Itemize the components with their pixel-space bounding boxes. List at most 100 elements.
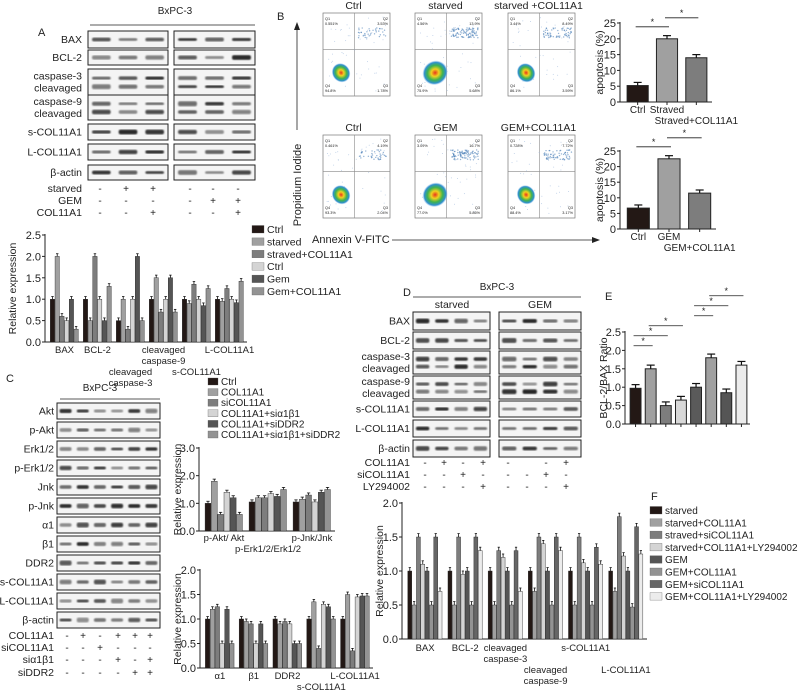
bar	[234, 302, 239, 343]
legend-swatch	[649, 543, 663, 552]
protein-band	[92, 55, 111, 60]
treatment-sign: +	[147, 655, 153, 666]
event-dot	[470, 28, 472, 31]
event-dot	[472, 25, 474, 27]
protein-label: cleavaged	[362, 363, 410, 375]
protein-band	[93, 485, 106, 489]
x-tick-label: BAX	[55, 345, 75, 356]
bar	[258, 623, 264, 669]
event-dot	[475, 34, 477, 36]
protein-band	[145, 599, 158, 603]
x-tick-label: cleavaged	[524, 665, 567, 676]
blot-strip	[498, 400, 582, 418]
blot-strip	[56, 516, 161, 534]
event-dot	[383, 34, 385, 36]
protein-band	[93, 522, 106, 528]
event-dot	[465, 165, 467, 167]
quadrant-percent: 0.461%	[325, 144, 339, 148]
significance-star: *	[702, 306, 706, 316]
event-dot	[546, 158, 548, 160]
protein-band	[111, 503, 124, 509]
event-dot	[456, 36, 458, 39]
event-dot	[443, 57, 445, 59]
blot-panel-d: BAXBCL-2caspase-3cleavagedcaspase-9cleav…	[355, 311, 582, 493]
protein-band	[454, 364, 468, 369]
protein-band	[205, 56, 224, 59]
event-dot	[372, 29, 374, 32]
event-dot	[558, 36, 560, 38]
x-tick-label: DDR2	[275, 671, 301, 682]
protein-band	[543, 381, 558, 387]
quadrant-name: Q4	[417, 206, 422, 210]
event-dot	[346, 24, 348, 26]
protein-band	[128, 466, 141, 470]
bar	[433, 536, 438, 640]
event-dot	[549, 185, 551, 187]
event-dot	[368, 30, 371, 32]
treatment-sign: -	[423, 482, 426, 493]
treatment-sign: -	[423, 470, 426, 481]
quadrant-name: Q3	[475, 206, 480, 210]
event-dot	[333, 164, 335, 166]
quadrant-percent: 3.09%	[417, 144, 428, 148]
event-dot	[367, 33, 369, 35]
significance-star: *	[649, 326, 653, 336]
event-dot	[349, 35, 351, 37]
bar	[545, 570, 550, 640]
x-tick-label-group: p-Akt/ Akt	[204, 533, 245, 544]
protein-band	[59, 408, 72, 414]
treatment-sign: -	[124, 208, 127, 219]
y-tick-label: 0	[610, 224, 616, 236]
plot-frame	[414, 134, 483, 219]
event-dot	[567, 158, 569, 160]
bar	[634, 526, 639, 640]
event-dot	[365, 146, 367, 148]
event-dot	[559, 150, 561, 152]
event-dot	[559, 158, 561, 161]
protein-band	[435, 357, 449, 362]
y-tick-label: 10	[604, 193, 616, 205]
event-dot	[546, 21, 548, 23]
bar	[186, 303, 192, 343]
protein-band	[93, 409, 106, 413]
blot-strip	[56, 497, 161, 515]
event-dot	[381, 210, 383, 212]
event-dot	[450, 149, 452, 151]
treatment-sign: +	[480, 458, 486, 469]
y-axis-label: apoptosis (%)	[594, 30, 606, 94]
protein-band	[522, 338, 537, 343]
x-tick-label: cleavaged	[109, 367, 152, 378]
treatment-sign: -	[461, 482, 464, 493]
event-dot	[542, 34, 545, 36]
event-dot	[348, 154, 350, 156]
quadrant-name: Q2	[568, 17, 573, 21]
event-dot	[456, 32, 458, 35]
protein-band	[59, 542, 72, 546]
event-dot	[379, 158, 381, 160]
event-dot	[564, 154, 567, 156]
event-dot	[557, 66, 559, 68]
legend-label: straved+COL11A1	[267, 249, 353, 261]
event-dot	[471, 34, 473, 36]
protein-band	[415, 338, 430, 343]
event-dot	[466, 158, 469, 160]
protein-band	[92, 84, 111, 90]
treatment-sign: +	[97, 643, 103, 654]
blot-strip	[173, 94, 256, 121]
event-dot	[450, 177, 452, 179]
bar	[598, 564, 603, 640]
x-tick-label-group: BAX	[416, 643, 436, 654]
event-dot	[465, 34, 468, 37]
protein-label: caspase-3	[362, 351, 411, 363]
protein-band	[205, 110, 224, 114]
event-dot	[359, 77, 361, 79]
bar	[172, 311, 178, 343]
event-dot	[557, 29, 559, 32]
event-dot	[345, 40, 347, 42]
treatment-sign: -	[81, 655, 84, 666]
event-dot	[466, 30, 468, 33]
x-tick-label: caspase-9	[142, 356, 186, 367]
quadrant-name: Q3	[568, 206, 573, 210]
protein-band	[59, 560, 72, 566]
bar	[576, 536, 582, 640]
